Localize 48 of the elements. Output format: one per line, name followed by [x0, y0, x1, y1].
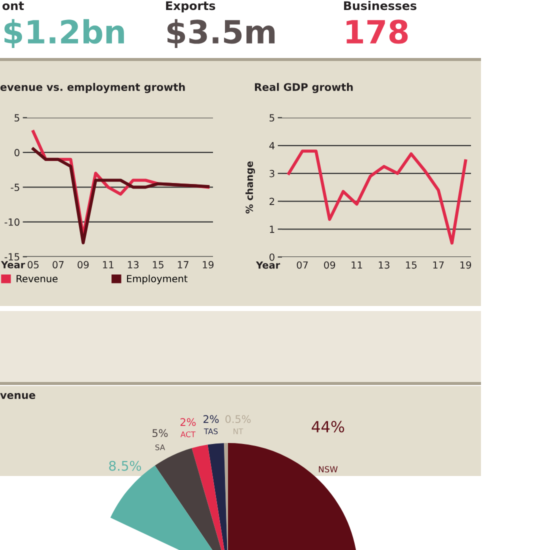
x-tick-label: 07	[296, 261, 308, 269]
x-tick-label: 09	[78, 261, 89, 268]
slice-label: NSW	[318, 466, 338, 472]
x-tick-label: 11	[103, 261, 114, 268]
x-tick-label: 17	[433, 261, 444, 269]
chart-title: evenue vs. employment growth	[0, 82, 185, 94]
x-tick-label: 13	[378, 261, 390, 269]
x-tick-label: 05	[28, 261, 39, 268]
data-label: 2%	[180, 418, 196, 426]
y-tick-label: 1	[270, 226, 274, 233]
x-tick-label: 15	[152, 261, 164, 268]
line-series	[287, 150, 468, 245]
line-series	[32, 147, 210, 244]
y-tick-label: 5	[270, 114, 274, 122]
y-tick-label: -15	[4, 253, 20, 261]
legend-label: Revenue	[16, 275, 58, 282]
text: 178	[346, 20, 408, 44]
x-tick-label: 11	[352, 261, 362, 269]
legend-label: Employment	[127, 274, 188, 284]
y-tick-label: 0	[14, 148, 20, 156]
data-label: 44%	[312, 420, 344, 432]
text: ont	[2, 2, 24, 10]
data-label: 5%	[152, 429, 168, 438]
y-tick-label: 0	[270, 253, 274, 261]
x-tick-label: 19	[202, 261, 214, 268]
y-axis-title: % change	[245, 161, 255, 214]
text: Businesses	[344, 1, 416, 10]
data-label: 8.5%	[109, 460, 142, 471]
x-tick-label: 07	[52, 261, 64, 268]
text: $3.5m	[167, 19, 275, 48]
y-tick-label: 3	[270, 170, 274, 178]
y-tick-label: 2	[270, 198, 274, 205]
y-tick-label: 5	[14, 114, 20, 122]
x-tick-label: 13	[128, 261, 139, 268]
x-tick-label: 19	[460, 261, 472, 269]
y-tick-label: -10	[4, 218, 20, 226]
y-tick-label: -5	[10, 184, 20, 192]
x-axis-title: Year	[0, 261, 26, 268]
data-label: 2%	[204, 415, 219, 424]
x-axis-title: Year	[256, 261, 280, 269]
text: $1.2bn	[4, 19, 124, 48]
x-tick-label: 17	[178, 261, 188, 268]
text: venue	[0, 393, 36, 400]
y-tick-label: 4	[269, 142, 275, 150]
text: Exports	[166, 1, 216, 12]
chart-title: Real GDP growth	[254, 82, 353, 94]
x-tick-label: 15	[406, 261, 417, 269]
x-tick-label: 09	[324, 261, 336, 269]
